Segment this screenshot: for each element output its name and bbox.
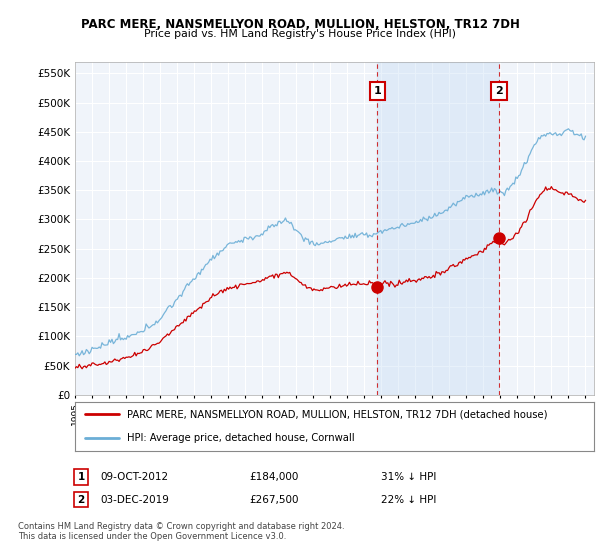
Text: £267,500: £267,500 [249,494,299,505]
Text: 2: 2 [495,86,503,96]
Text: Price paid vs. HM Land Registry's House Price Index (HPI): Price paid vs. HM Land Registry's House … [144,29,456,39]
Text: £184,000: £184,000 [249,472,298,482]
Text: 1: 1 [77,472,85,482]
Text: 03-DEC-2019: 03-DEC-2019 [101,494,170,505]
Text: Contains HM Land Registry data © Crown copyright and database right 2024.
This d: Contains HM Land Registry data © Crown c… [18,522,344,542]
Text: PARC MERE, NANSMELLYON ROAD, MULLION, HELSTON, TR12 7DH: PARC MERE, NANSMELLYON ROAD, MULLION, HE… [80,18,520,31]
Text: 1: 1 [374,86,381,96]
Text: PARC MERE, NANSMELLYON ROAD, MULLION, HELSTON, TR12 7DH (detached house): PARC MERE, NANSMELLYON ROAD, MULLION, HE… [127,409,547,419]
Bar [377,62,499,395]
Text: 2: 2 [77,494,85,505]
Text: 22% ↓ HPI: 22% ↓ HPI [381,494,436,505]
Text: 31% ↓ HPI: 31% ↓ HPI [381,472,436,482]
Text: HPI: Average price, detached house, Cornwall: HPI: Average price, detached house, Corn… [127,433,355,443]
Text: 09-OCT-2012: 09-OCT-2012 [101,472,169,482]
